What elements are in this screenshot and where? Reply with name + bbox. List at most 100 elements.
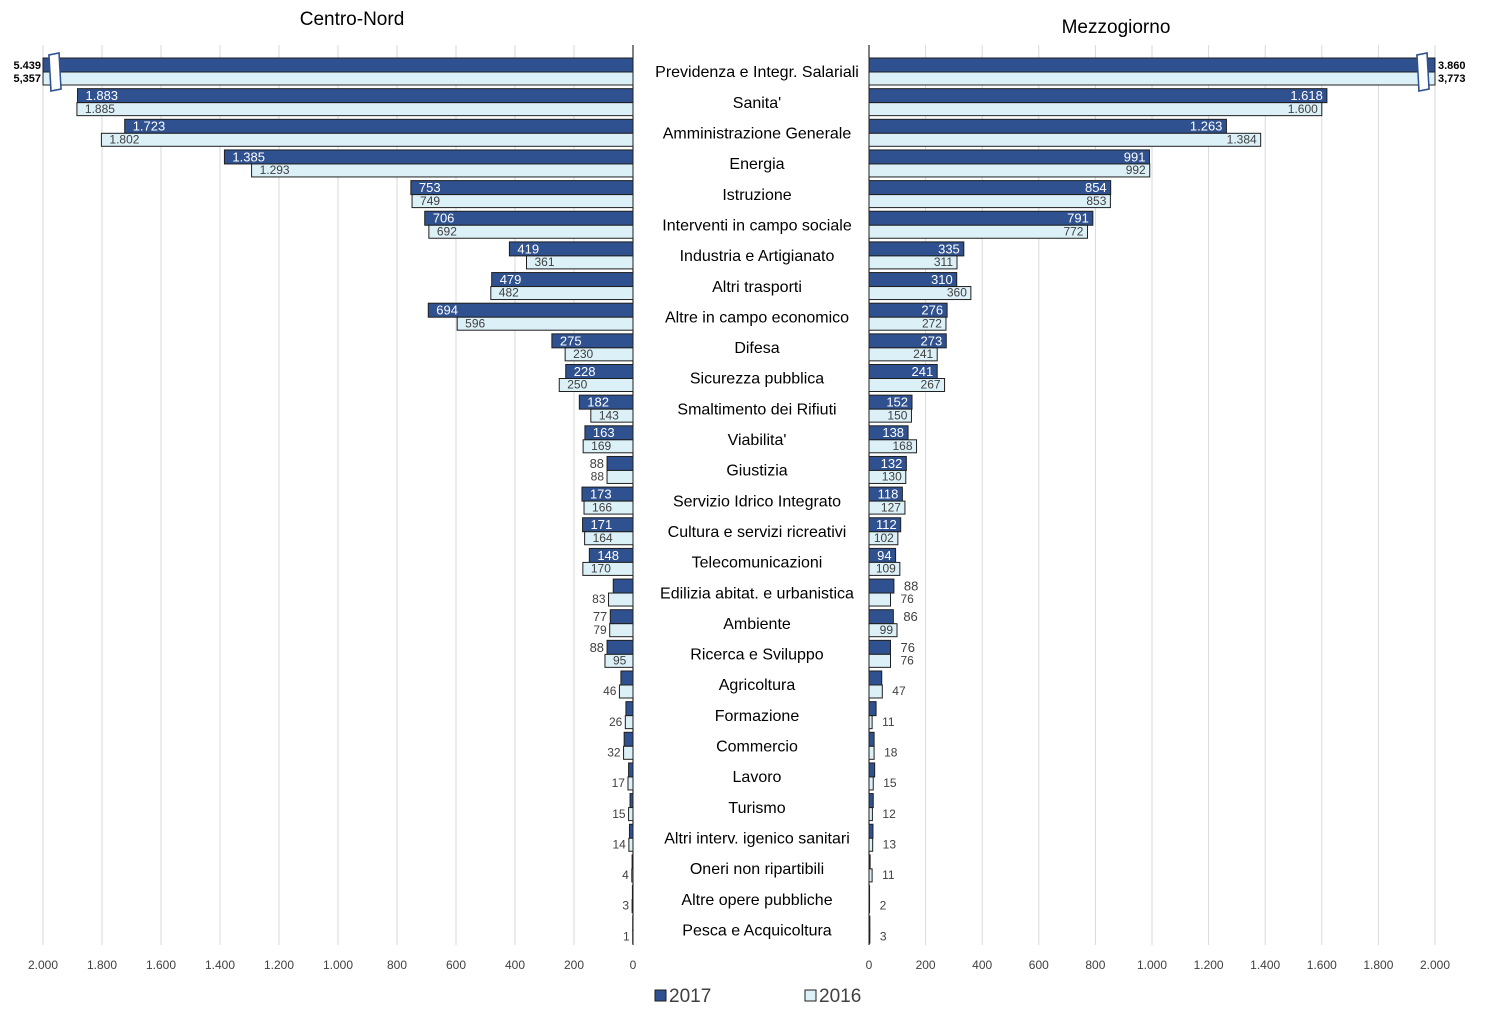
value-label: 276 xyxy=(921,303,943,318)
category-label: Edilizia abitat. e urbanistica xyxy=(660,585,854,602)
bar xyxy=(868,684,883,699)
category-label: Agricoltura xyxy=(719,677,796,694)
x-tick-label: 1.000 xyxy=(323,958,353,972)
bar xyxy=(411,194,634,209)
bar xyxy=(609,623,634,638)
category-label: Sicurezza pubblica xyxy=(690,371,824,388)
value-label: 228 xyxy=(574,364,596,379)
bar xyxy=(868,899,871,914)
x-tick-label: 2.000 xyxy=(1420,958,1450,972)
bar xyxy=(628,807,634,822)
bar xyxy=(624,715,634,730)
bar xyxy=(76,102,634,117)
value-label: 5.439 xyxy=(13,60,41,72)
value-label: 166 xyxy=(592,500,612,514)
value-label: 1 xyxy=(623,929,630,943)
value-label: 361 xyxy=(535,255,555,269)
bar xyxy=(868,180,1112,196)
value-label: 150 xyxy=(887,408,907,422)
bar xyxy=(868,408,912,423)
value-label: 83 xyxy=(592,592,606,606)
category-label: Altre in campo economico xyxy=(665,309,849,326)
bar xyxy=(868,132,1262,147)
value-label: 32 xyxy=(607,745,621,759)
bar xyxy=(868,469,907,484)
bar xyxy=(868,653,892,668)
value-label: 86 xyxy=(903,609,917,624)
x-tick-label: 0 xyxy=(630,958,637,972)
bar xyxy=(868,102,1323,117)
value-label: 18 xyxy=(884,745,898,759)
value-label: 241 xyxy=(911,364,933,379)
bar xyxy=(427,302,634,318)
bar xyxy=(490,286,634,301)
break-mark xyxy=(1416,52,1430,92)
bar xyxy=(868,868,873,883)
value-label: 148 xyxy=(597,548,619,563)
value-label: 1.885 xyxy=(85,102,115,116)
legend-swatch xyxy=(804,989,817,1002)
bar xyxy=(868,776,874,791)
bar xyxy=(868,439,918,454)
value-label: 1.263 xyxy=(1190,119,1223,134)
value-label: 853 xyxy=(1086,194,1106,208)
x-tick-label: 1.600 xyxy=(1307,958,1337,972)
value-label: 152 xyxy=(886,395,908,410)
value-label: 854 xyxy=(1085,180,1107,195)
value-label: 88 xyxy=(591,470,605,484)
bar xyxy=(868,561,901,576)
value-label: 46 xyxy=(603,684,617,698)
x-tick-label: 1.400 xyxy=(1250,958,1280,972)
bar xyxy=(868,670,883,686)
value-label: 76 xyxy=(901,654,915,668)
bar xyxy=(558,378,634,392)
value-label: 419 xyxy=(517,241,539,256)
category-label: Oneri non ripartibili xyxy=(690,861,824,878)
category-label: Giustizia xyxy=(726,463,787,480)
value-label: 2 xyxy=(880,899,887,913)
legend-label: 2016 xyxy=(819,986,861,1007)
bar xyxy=(868,837,874,852)
value-label: 88 xyxy=(904,578,918,593)
value-label: 272 xyxy=(922,316,942,330)
value-label: 4 xyxy=(622,868,629,882)
bar xyxy=(584,531,634,546)
value-label: 250 xyxy=(567,378,587,392)
bar xyxy=(868,71,1436,86)
break-mark xyxy=(48,52,62,92)
panel-title: Mezzogiorno xyxy=(1062,17,1171,38)
value-label: 1.723 xyxy=(133,119,166,134)
value-label: 112 xyxy=(876,517,897,532)
value-label: 169 xyxy=(591,439,611,453)
x-tick-label: 1.000 xyxy=(1137,958,1167,972)
value-label: 310 xyxy=(931,272,953,287)
value-label: 132 xyxy=(881,456,903,471)
x-tick-label: 600 xyxy=(446,958,466,972)
bar xyxy=(868,347,938,362)
value-label: 749 xyxy=(420,194,440,208)
bar xyxy=(868,639,892,655)
category-label: Cultura e servizi ricreativi xyxy=(668,524,847,541)
category-label: Formazione xyxy=(715,708,800,725)
bar xyxy=(582,439,634,454)
bar xyxy=(868,118,1227,134)
x-tick-label: 1.800 xyxy=(87,958,117,972)
bar xyxy=(590,408,634,423)
bar xyxy=(868,578,895,594)
value-label: 26 xyxy=(609,715,623,729)
category-label: Sanita' xyxy=(733,95,781,112)
bar xyxy=(620,670,634,686)
value-label: 11 xyxy=(882,715,895,729)
category-label: Pesca e Acquicoltura xyxy=(682,922,832,939)
bar xyxy=(868,715,873,730)
value-label: 11 xyxy=(882,868,895,882)
bar xyxy=(868,149,1150,165)
bar xyxy=(606,469,634,484)
bar xyxy=(456,316,634,331)
value-label: 3 xyxy=(880,929,887,943)
bar xyxy=(868,807,873,822)
bar xyxy=(628,837,634,852)
category-label: Altre opere pubbliche xyxy=(681,892,832,909)
value-label: 1.385 xyxy=(232,149,265,164)
